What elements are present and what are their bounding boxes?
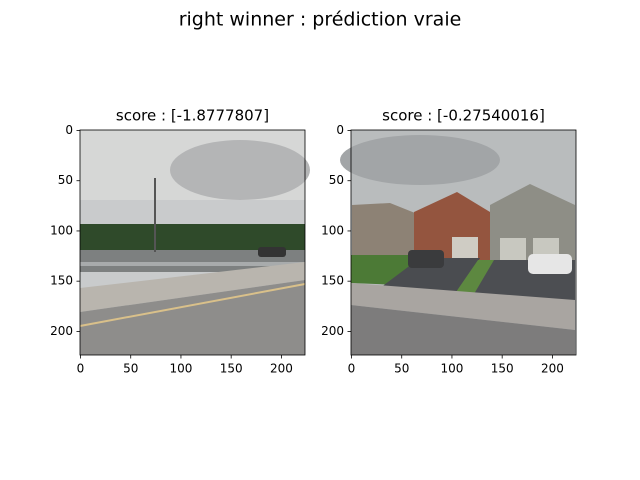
x-tick-label: 50	[123, 362, 138, 376]
y-tick-label: 200	[321, 324, 344, 338]
x-tick-label: 200	[541, 362, 564, 376]
photo-highway	[79, 130, 310, 355]
y-tick-label: 150	[321, 274, 344, 288]
axes-title: score : [-1.8777807]	[116, 107, 269, 125]
x-tick-label: 150	[491, 362, 514, 376]
x-tick-label: 50	[394, 362, 409, 376]
y-tick-label: 0	[65, 123, 73, 137]
photo-houses	[340, 130, 576, 355]
axes-frame	[350, 129, 577, 356]
x-tick-label: 0	[348, 362, 356, 376]
y-tick-label: 200	[50, 324, 73, 338]
axes-frame	[79, 129, 306, 356]
x-tick-label: 200	[270, 362, 293, 376]
y-tick-label: 100	[321, 223, 344, 237]
x-tick-label: 0	[77, 362, 85, 376]
y-tick-label: 100	[50, 223, 73, 237]
y-tick-label: 150	[50, 274, 73, 288]
x-tick-label: 150	[220, 362, 243, 376]
figure-title: right winner : prédiction vraie	[179, 9, 462, 31]
x-tick-label: 100	[440, 362, 463, 376]
y-tick-label: 0	[336, 123, 344, 137]
x-tick-label: 100	[169, 362, 192, 376]
y-tick-label: 50	[58, 173, 73, 187]
y-tick-label: 50	[329, 173, 344, 187]
axes-title: score : [-0.27540016]	[382, 107, 545, 125]
